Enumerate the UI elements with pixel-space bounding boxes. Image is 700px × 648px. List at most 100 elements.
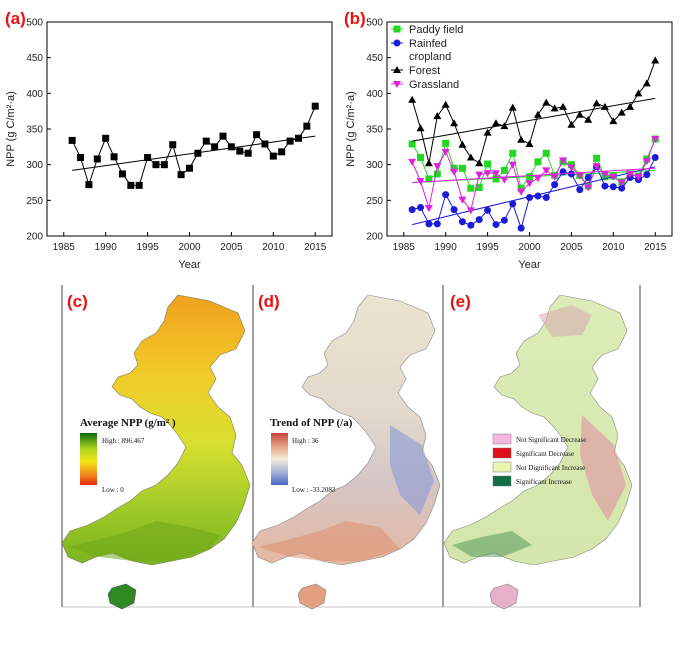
data-point-npp: [160, 161, 168, 169]
map-c-low-label: Low : 0: [102, 486, 124, 494]
data-point-forest: [600, 102, 609, 110]
series-line-npp: [71, 105, 316, 187]
data-point-grassland: [450, 168, 459, 176]
x-tick-label: 1985: [53, 242, 76, 253]
map-c-high-label: High : 896.467: [102, 437, 145, 445]
data-point-grassland: [483, 170, 492, 178]
data-point-npp: [186, 164, 193, 172]
y-tick-label: 500: [366, 18, 383, 29]
legend-label-grassland: Grassland: [409, 79, 459, 91]
data-point-grassland: [600, 170, 609, 178]
data-point-paddy-field: [408, 140, 416, 148]
y-tick-label: 450: [26, 53, 43, 64]
data-point-npp: [311, 102, 319, 110]
data-point-paddy-field: [534, 158, 542, 166]
data-point-grassland: [517, 188, 526, 196]
data-point-npp: [278, 148, 286, 156]
legend-marker-paddy-field: [393, 25, 401, 33]
data-point-rainfed-cropland: [534, 192, 542, 200]
data-point-npp: [236, 147, 244, 155]
data-point-rainfed-cropland: [425, 220, 433, 228]
data-point-npp: [269, 152, 277, 160]
data-point-paddy-field: [500, 166, 508, 174]
legend-label-forest: Forest: [409, 65, 440, 77]
data-point-forest: [500, 122, 509, 130]
data-point-grassland: [458, 196, 467, 204]
data-point-forest: [491, 119, 500, 127]
x-tick-label: 2010: [262, 242, 285, 253]
data-point-npp: [227, 143, 235, 151]
legend-label: Significant Increase: [516, 478, 572, 486]
data-point-forest: [651, 56, 660, 64]
data-point-grassland: [491, 170, 500, 178]
data-point-forest: [475, 159, 484, 167]
data-point-grassland: [642, 158, 651, 166]
data-point-forest: [617, 108, 626, 116]
data-point-npp: [219, 132, 227, 140]
map-c-color-ramp: [80, 433, 97, 485]
legend-label: Not Dignificant Increase: [516, 464, 585, 472]
legend-swatch: [492, 475, 512, 487]
data-point-paddy-field: [442, 139, 450, 147]
data-point-npp: [211, 143, 219, 151]
data-point-grassland: [567, 164, 576, 172]
data-point-forest: [642, 79, 651, 87]
data-point-forest: [592, 99, 601, 107]
data-point-rainfed-cropland: [467, 221, 475, 229]
data-point-npp: [294, 134, 302, 142]
map-panels: (c) Average NPP (g/m² ) High : 896.467 L…: [61, 285, 641, 610]
trend-line-npp: [72, 135, 316, 171]
data-point-forest: [408, 95, 417, 103]
data-point-grassland: [441, 148, 450, 156]
data-point-forest: [542, 98, 551, 106]
data-point-paddy-field: [492, 175, 500, 183]
data-point-grassland: [634, 173, 643, 181]
data-point-forest: [517, 135, 526, 143]
data-point-npp: [286, 137, 294, 145]
data-point-grassland: [626, 170, 635, 178]
legend-marker-grassland: [393, 81, 401, 88]
data-point-paddy-field: [450, 164, 458, 172]
data-point-grassland: [584, 184, 593, 192]
data-point-grassland: [525, 180, 534, 188]
data-point-npp: [102, 134, 110, 142]
data-point-npp: [144, 154, 152, 162]
map-d-color-ramp: [271, 433, 288, 485]
map-c-legend-title: Average NPP (g/m² ): [80, 417, 176, 429]
y-tick-label: 400: [366, 89, 383, 100]
y-tick-label: 350: [366, 125, 383, 136]
legend-marker-rainfed-cropland: [393, 39, 401, 47]
x-tick-label: 2005: [560, 242, 583, 253]
x-tick-label: 2000: [178, 242, 201, 253]
data-point-grassland: [575, 172, 584, 180]
data-point-rainfed-cropland: [442, 191, 450, 199]
y-tick-label: 350: [26, 125, 43, 136]
data-point-rainfed-cropland: [526, 193, 533, 201]
x-tick-label: 1995: [476, 242, 499, 253]
x-tick-label: 2005: [220, 242, 243, 253]
data-point-forest: [466, 153, 475, 161]
data-point-paddy-field: [475, 183, 483, 191]
data-point-npp: [68, 136, 76, 144]
data-point-paddy-field: [509, 149, 517, 157]
data-point-forest: [433, 112, 442, 120]
data-point-forest: [567, 120, 576, 128]
data-point-grassland: [475, 171, 484, 179]
data-point-forest: [609, 117, 618, 125]
data-point-forest: [508, 103, 517, 111]
data-point-npp: [110, 153, 118, 161]
data-point-npp: [118, 170, 126, 178]
legend-swatch: [492, 447, 512, 459]
data-point-forest: [626, 102, 635, 110]
data-point-grassland: [433, 163, 442, 171]
panel-label-c: (c): [67, 292, 88, 311]
data-point-npp: [77, 154, 85, 162]
panel-label-e: (e): [450, 292, 471, 311]
map-e: [443, 294, 633, 610]
data-point-grassland: [466, 207, 475, 215]
legend-label-rainfed-cropland: Rainfed cropland: [409, 38, 451, 63]
y-tick-label: 200: [366, 232, 383, 243]
data-point-forest: [584, 115, 593, 123]
trend-line-grassland: [412, 167, 656, 183]
data-point-rainfed-cropland: [433, 220, 441, 228]
